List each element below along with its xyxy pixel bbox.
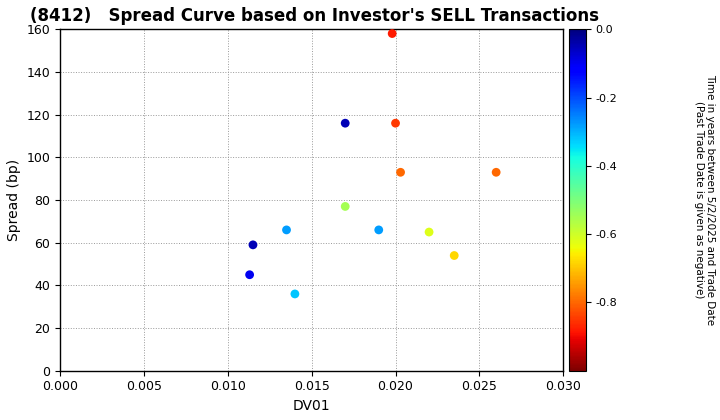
Point xyxy=(244,271,256,278)
Text: (8412)   Spread Curve based on Investor's SELL Transactions: (8412) Spread Curve based on Investor's … xyxy=(30,7,599,25)
Y-axis label: Spread (bp): Spread (bp) xyxy=(7,159,21,241)
Point xyxy=(339,203,351,210)
Point xyxy=(449,252,460,259)
Point xyxy=(289,291,301,297)
Point xyxy=(395,169,406,176)
Point xyxy=(373,226,384,233)
Point xyxy=(423,228,435,235)
Point xyxy=(390,120,401,126)
Point xyxy=(339,120,351,126)
X-axis label: DV01: DV01 xyxy=(293,399,330,413)
Point xyxy=(247,241,258,248)
Point xyxy=(387,30,398,37)
Y-axis label: Time in years between 5/2/2025 and Trade Date
(Past Trade Date is given as negat: Time in years between 5/2/2025 and Trade… xyxy=(693,74,715,326)
Point xyxy=(281,226,292,233)
Point xyxy=(490,169,502,176)
